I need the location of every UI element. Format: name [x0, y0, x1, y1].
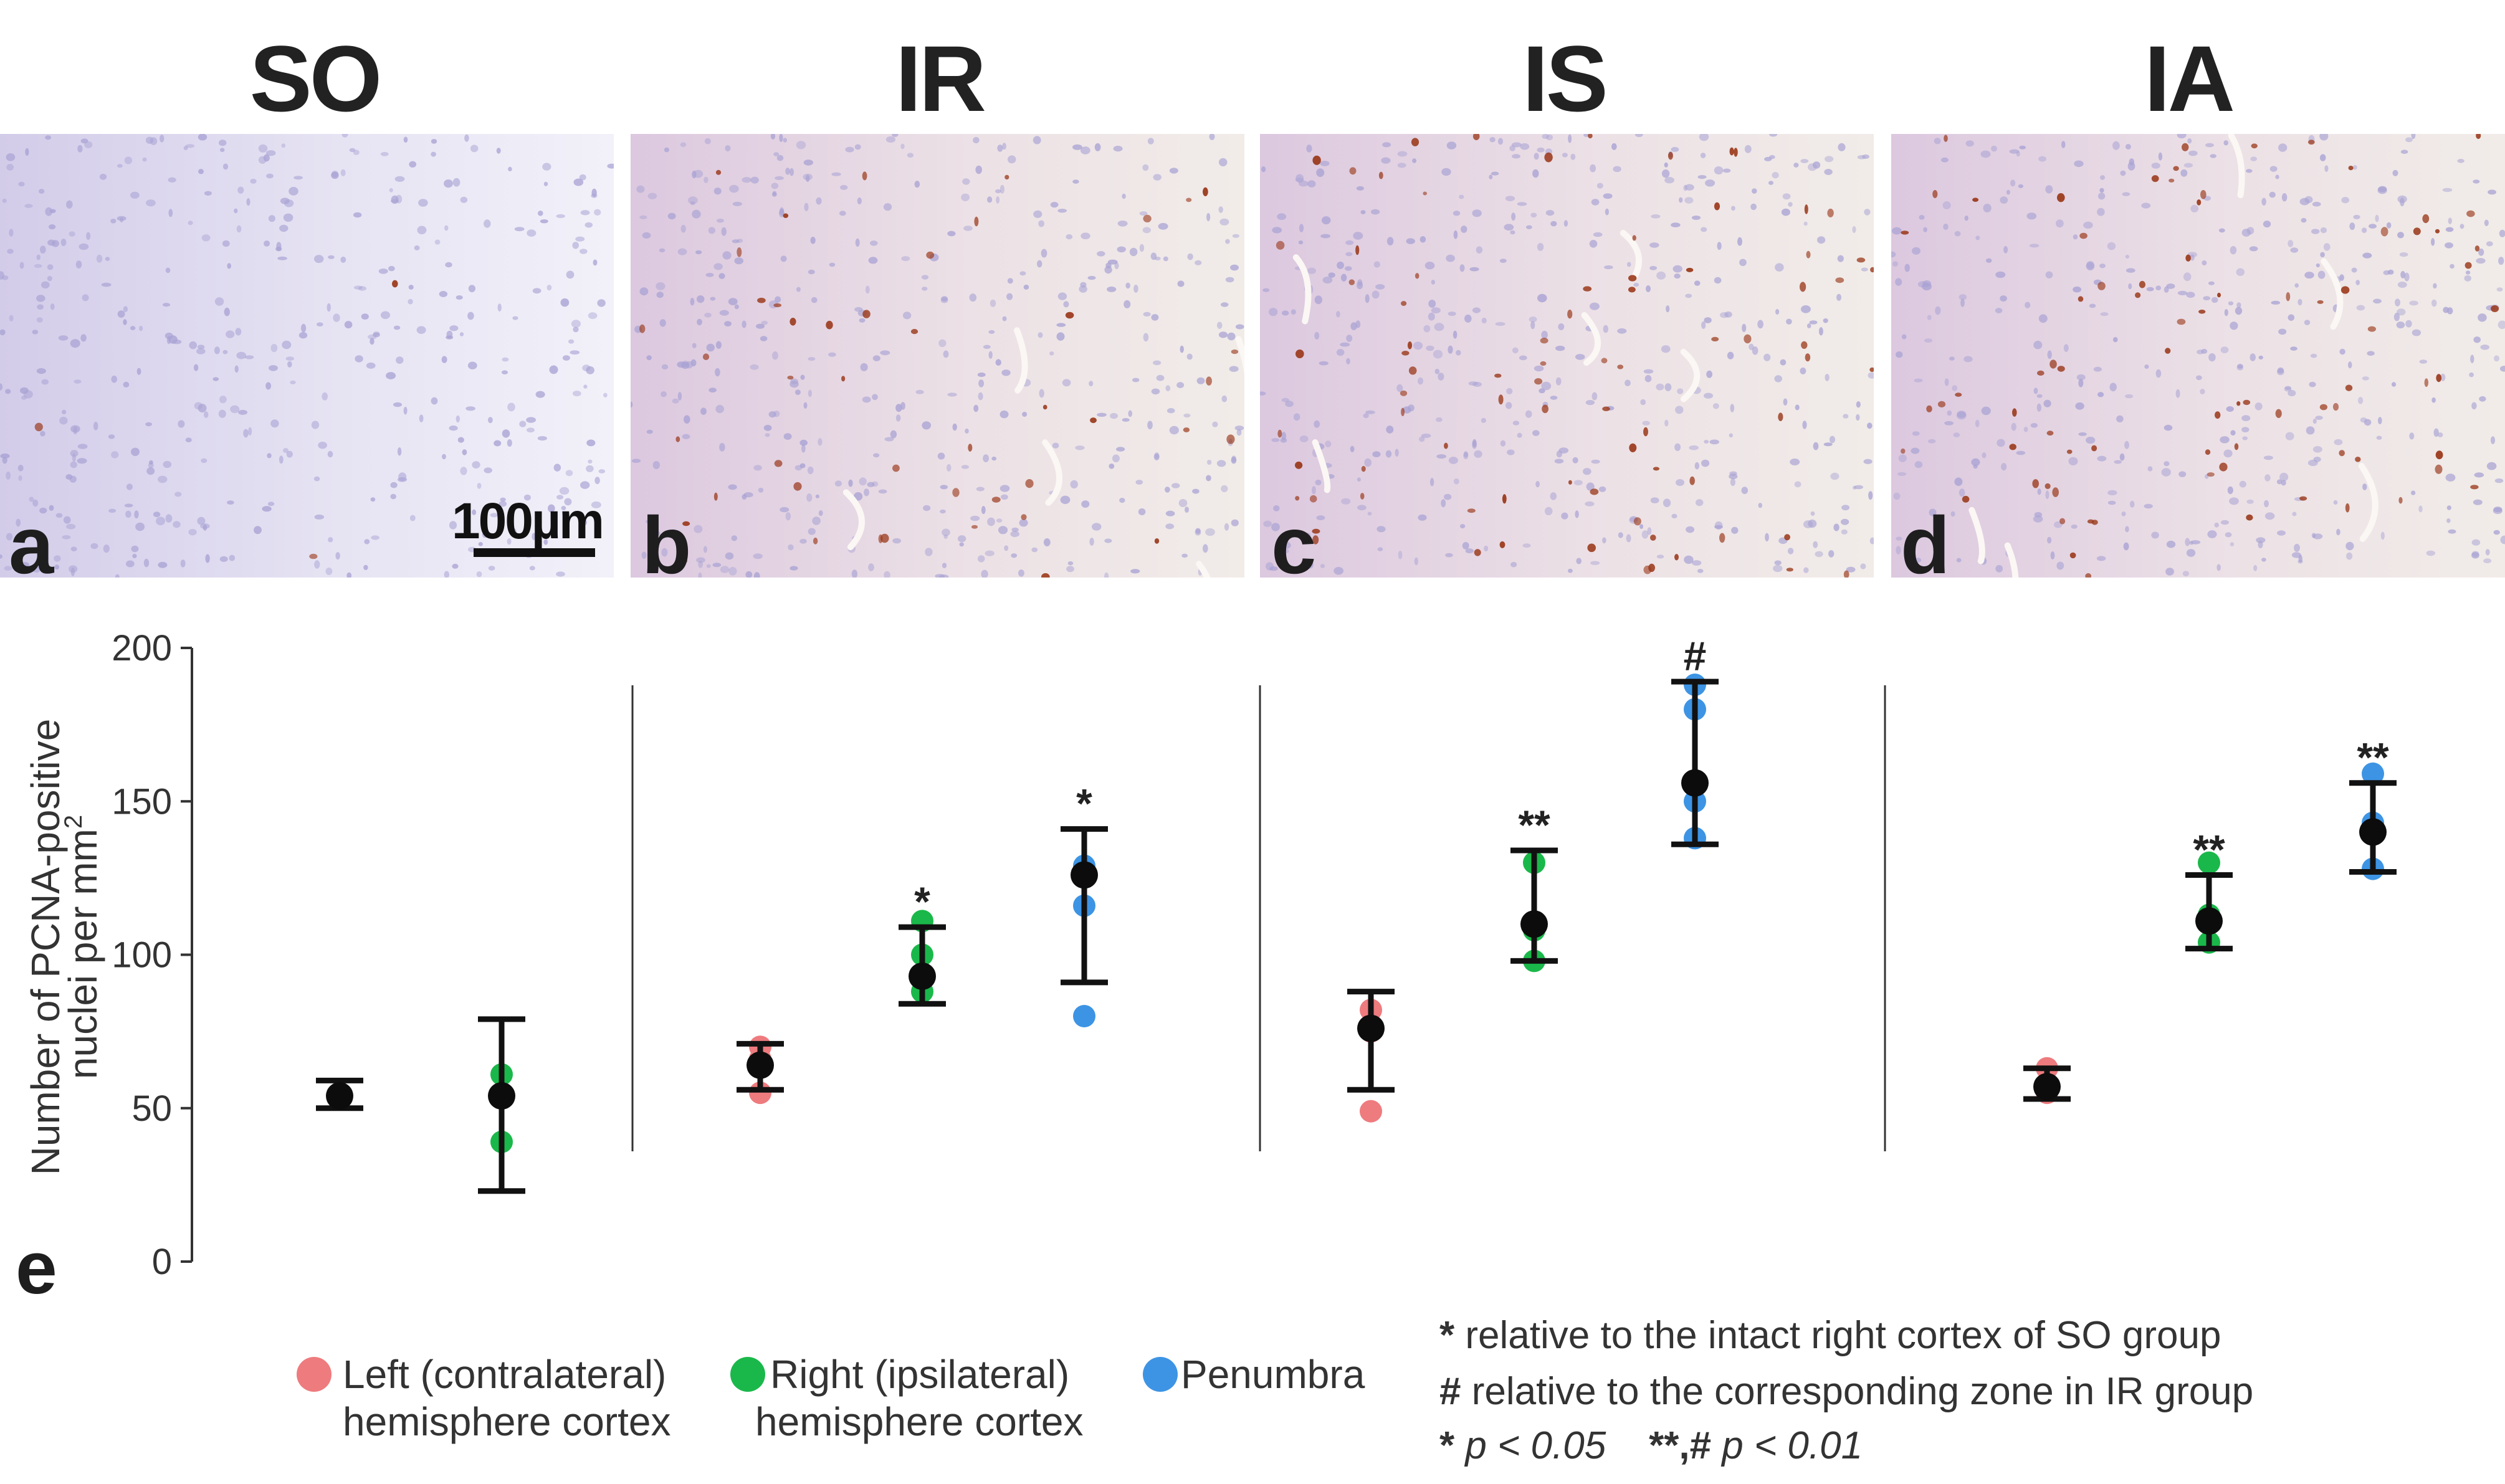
note-star-text: relative to the intact right cortex of S…: [1465, 1314, 2221, 1357]
note-p1-symbol: *: [1439, 1424, 1455, 1467]
data-point: [1360, 1100, 1382, 1123]
data-mark-ia-2: **: [2349, 735, 2397, 880]
group-title-ir: IR: [895, 26, 986, 131]
data-mark-ir-0: [737, 1035, 784, 1105]
mean-point: [2195, 907, 2223, 935]
y-tick-label: 200: [112, 628, 172, 668]
legend-dot-right: [730, 1357, 765, 1392]
micrograph-ir: [631, 134, 1244, 578]
significance-label: **: [2193, 826, 2225, 872]
panel-letter-a: a: [9, 500, 54, 591]
panel-letter-e: e: [16, 1226, 57, 1310]
data-mark-so-1: [478, 1016, 525, 1194]
data-point: [1073, 1005, 1095, 1027]
legend-penumbra: Penumbra: [1181, 1351, 1365, 1398]
legend-left-line1: Left (contralateral): [343, 1352, 667, 1397]
y-tick-label: 100: [112, 935, 172, 976]
note-p2-text: p < 0.01: [1722, 1424, 1863, 1467]
data-mark-ia-0: [2023, 1057, 2071, 1105]
group-title-is: IS: [1522, 26, 1608, 131]
data-mark-ir-2: *: [1061, 781, 1108, 1027]
significance-label: *: [1076, 781, 1092, 827]
data-mark-is-2: #: [1671, 633, 1719, 850]
data-point: [2198, 851, 2220, 874]
panel-letter-b: b: [642, 500, 692, 591]
group-title-so: SO: [249, 26, 383, 131]
y-tick-label: 50: [131, 1088, 172, 1129]
y-tick-label: 0: [152, 1242, 172, 1282]
note-p-values: * p < 0.05 **,# p < 0.01: [1439, 1424, 1863, 1468]
note-p2-symbol: **,#: [1649, 1424, 1712, 1467]
data-mark-is-1: **: [1510, 802, 1558, 973]
pcna-chart: 0 50 100 150 200 Number of PCNA-positivenucle…: [23, 628, 2397, 1282]
mean-point: [909, 962, 936, 990]
mean-point: [2359, 818, 2387, 846]
mean-point: [1520, 910, 1548, 938]
micrograph-ia: [1891, 134, 2505, 578]
data-mark-ir-1: *: [899, 878, 946, 1007]
data-mark-ia-1: **: [2185, 826, 2233, 954]
note-p1-text: p < 0.05: [1465, 1424, 1606, 1467]
legend-penumbra-line1: Penumbra: [1181, 1352, 1365, 1397]
data-point: [2362, 762, 2384, 785]
mean-point: [488, 1082, 515, 1110]
y-tick-label: 150: [112, 781, 172, 822]
legend-dot-penumbra: [1143, 1357, 1178, 1392]
mean-point: [1357, 1014, 1385, 1042]
mean-point: [747, 1051, 774, 1079]
legend-dot-left: [297, 1357, 332, 1392]
data-mark-so-0: [316, 1077, 363, 1111]
significance-label: **: [1518, 802, 1550, 848]
y-axis-label-line2: nuclei per mm2: [60, 815, 105, 1079]
y-axis-label: Number of PCNA-positive: [23, 719, 68, 1176]
significance-label: **: [2357, 735, 2389, 781]
mean-point: [1071, 861, 1098, 889]
mean-point: [326, 1082, 353, 1110]
note-hash-symbol: #: [1439, 1370, 1461, 1413]
note-hash: # relative to the corresponding zone in …: [1439, 1369, 2253, 1414]
note-star-symbol: *: [1439, 1314, 1455, 1357]
legend-left-line2: hemisphere cortex: [343, 1399, 671, 1444]
mean-point: [1681, 769, 1709, 797]
note-star: * relative to the intact right cortex of…: [1439, 1313, 2221, 1358]
legend-right-line1: Right (ipsilateral): [770, 1352, 1070, 1397]
panel-letter-d: d: [1901, 500, 1950, 591]
note-hash-text: relative to the corresponding zone in IR…: [1471, 1370, 2254, 1413]
scale-bar-label: 100µm: [452, 493, 604, 549]
panel-letter-c: c: [1271, 500, 1317, 591]
micrograph-is: [1260, 134, 1874, 578]
significance-label: #: [1684, 633, 1707, 679]
legend-right: Right (ipsilateral) hemisphere cortex: [755, 1351, 1083, 1445]
mean-point: [2033, 1073, 2061, 1101]
micrograph-so: [0, 134, 614, 578]
legend-left: Left (contralateral) hemisphere cortex: [343, 1351, 670, 1445]
significance-label: *: [914, 878, 930, 925]
legend-right-line2: hemisphere cortex: [755, 1399, 1084, 1444]
group-title-ia: IA: [2144, 26, 2235, 131]
data-mark-is-0: [1347, 989, 1395, 1123]
scale-bar: [474, 548, 595, 557]
